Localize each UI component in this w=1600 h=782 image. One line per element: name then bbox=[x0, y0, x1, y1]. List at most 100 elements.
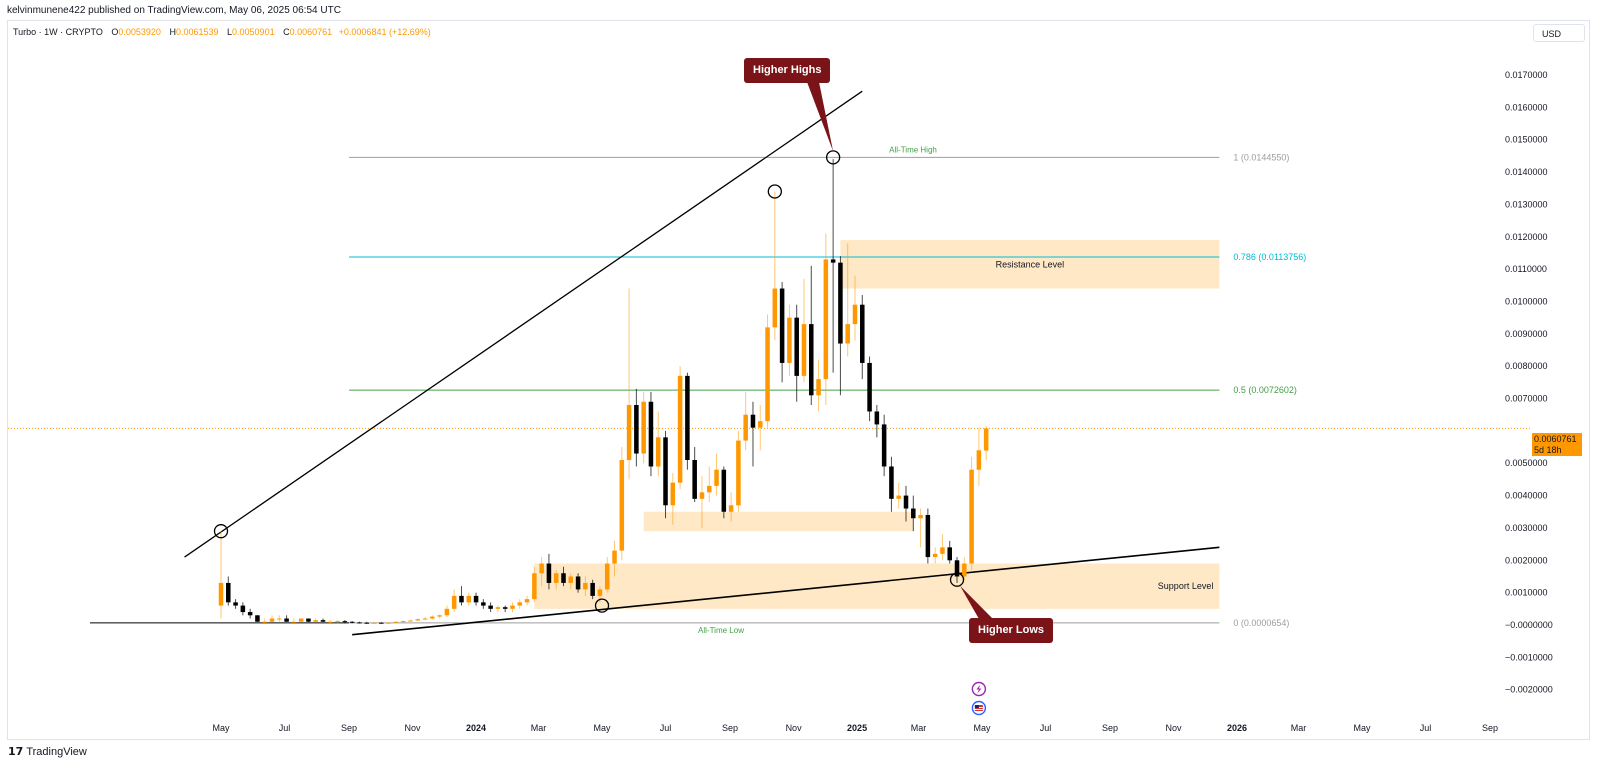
tradingview-logo[interactable]: 17 TradingView bbox=[8, 745, 87, 758]
candle-body bbox=[320, 620, 326, 622]
candle-body bbox=[400, 621, 406, 623]
callout-higher-lows: Higher Lows bbox=[969, 618, 1054, 643]
candle-body bbox=[561, 573, 566, 583]
candle-body bbox=[823, 259, 829, 380]
lightning-icon bbox=[971, 681, 987, 697]
candle-body bbox=[911, 508, 916, 519]
candle-body bbox=[532, 573, 537, 600]
candle-body bbox=[459, 595, 464, 603]
candle-body bbox=[335, 621, 340, 623]
candle-body bbox=[364, 622, 370, 624]
fib-label-0: 1 (0.0144550) bbox=[1233, 152, 1289, 162]
x-tick-label: May bbox=[973, 723, 991, 733]
candle-body bbox=[794, 317, 799, 376]
candle-body bbox=[386, 622, 391, 624]
last-price-tag: 0.0060761 5d 18h bbox=[1532, 433, 1582, 456]
x-tick-label: Sep bbox=[1102, 723, 1118, 733]
candle-body bbox=[714, 469, 719, 486]
candle-body bbox=[291, 621, 297, 623]
callout-pointer bbox=[960, 585, 993, 619]
candle-body bbox=[852, 304, 858, 325]
candle-body bbox=[772, 288, 778, 328]
events-layer bbox=[971, 681, 987, 716]
candle-body bbox=[648, 401, 654, 467]
change-value: +0.0006841 (+12.69%) bbox=[338, 27, 431, 37]
candle-body bbox=[721, 469, 727, 512]
y-tick-label: 0.0110000 bbox=[1505, 264, 1547, 274]
flag-canton bbox=[974, 705, 979, 708]
tv-logo-text: TradingView bbox=[26, 746, 87, 758]
candle-body bbox=[699, 492, 705, 499]
candle-body bbox=[743, 414, 748, 441]
symbol-name[interactable]: Turbo · 1W · CRYPTO bbox=[13, 27, 103, 37]
zone-label-2: Support Level bbox=[1158, 581, 1214, 591]
y-tick-label: 0.0010000 bbox=[1505, 588, 1548, 598]
candle-body bbox=[947, 547, 952, 561]
x-tick-label: May bbox=[1353, 723, 1371, 733]
candle-body bbox=[619, 460, 625, 551]
x-tick-label: Jul bbox=[1420, 723, 1432, 733]
y-tick-label: 0.0130000 bbox=[1505, 199, 1548, 209]
y-tick-label: 0.0020000 bbox=[1505, 555, 1548, 565]
y-tick-label: 0.0030000 bbox=[1505, 523, 1548, 533]
us-flag-icon bbox=[971, 700, 987, 716]
x-tick-label: Sep bbox=[1482, 723, 1498, 733]
currency-button[interactable]: USD bbox=[1533, 24, 1585, 42]
x-tick-label: Mar bbox=[1291, 723, 1307, 733]
high-value: 0.0061539 bbox=[175, 27, 219, 37]
zone-1 bbox=[643, 511, 914, 532]
candle-body bbox=[379, 622, 384, 624]
trendline-upper bbox=[184, 90, 863, 558]
y-axis: 0.0170000 0.0160000 0.0150000 0.0140000 0.01… bbox=[1505, 70, 1553, 695]
close-label: C bbox=[283, 27, 290, 37]
x-tick-label: 2024 bbox=[466, 723, 486, 733]
candle-body bbox=[466, 595, 472, 603]
candle-body bbox=[240, 605, 246, 613]
candle-body bbox=[604, 563, 610, 590]
candle-body bbox=[495, 607, 501, 609]
zones-layer: Resistance Level Support Level bbox=[534, 240, 1220, 609]
candle-body bbox=[539, 563, 544, 574]
candle-body bbox=[757, 421, 763, 428]
x-tick-label: Jul bbox=[1040, 723, 1052, 733]
high-label: H bbox=[169, 27, 176, 37]
fib-label-3: 0 (0.0000654) bbox=[1233, 618, 1289, 628]
candle-body bbox=[524, 599, 530, 603]
candle-body bbox=[801, 324, 807, 376]
candle-body bbox=[954, 560, 960, 577]
candle-body bbox=[597, 589, 603, 596]
zone-label-0: Resistance Level bbox=[996, 259, 1065, 269]
candle-body bbox=[692, 460, 697, 499]
x-tick-label: Jul bbox=[279, 723, 291, 733]
candle-body bbox=[568, 576, 574, 583]
pivot-circle bbox=[949, 572, 965, 587]
candle-body bbox=[415, 619, 421, 621]
candles-layer bbox=[218, 159, 989, 624]
candle-body bbox=[670, 482, 676, 506]
x-tick-label: 2026 bbox=[1227, 723, 1247, 733]
flag-stripe bbox=[974, 709, 983, 710]
candle-body bbox=[590, 582, 595, 596]
y-tick-label: 0.0080000 bbox=[1505, 361, 1548, 371]
candle-body bbox=[575, 576, 581, 590]
candle-body bbox=[430, 616, 435, 619]
candle-body bbox=[889, 466, 894, 499]
candle-body bbox=[488, 605, 493, 609]
candle-body bbox=[349, 621, 355, 623]
candle-body bbox=[896, 495, 901, 499]
x-tick-label: Mar bbox=[911, 723, 927, 733]
candle-body bbox=[313, 620, 318, 622]
candle-body bbox=[932, 553, 938, 558]
candle-body bbox=[262, 621, 267, 623]
candle-body bbox=[233, 602, 238, 606]
candle-body bbox=[867, 362, 872, 412]
y-tick-label: 0.0140000 bbox=[1505, 167, 1548, 177]
candle-body bbox=[553, 573, 559, 583]
candle-body bbox=[328, 621, 333, 623]
symbol-legend[interactable]: Turbo · 1W · CRYPTO O0.0053920 H0.006153… bbox=[13, 27, 431, 37]
x-tick-label: Nov bbox=[786, 723, 803, 733]
low-label: L bbox=[227, 27, 233, 37]
candle-body bbox=[451, 595, 457, 609]
candle-body bbox=[473, 595, 479, 603]
